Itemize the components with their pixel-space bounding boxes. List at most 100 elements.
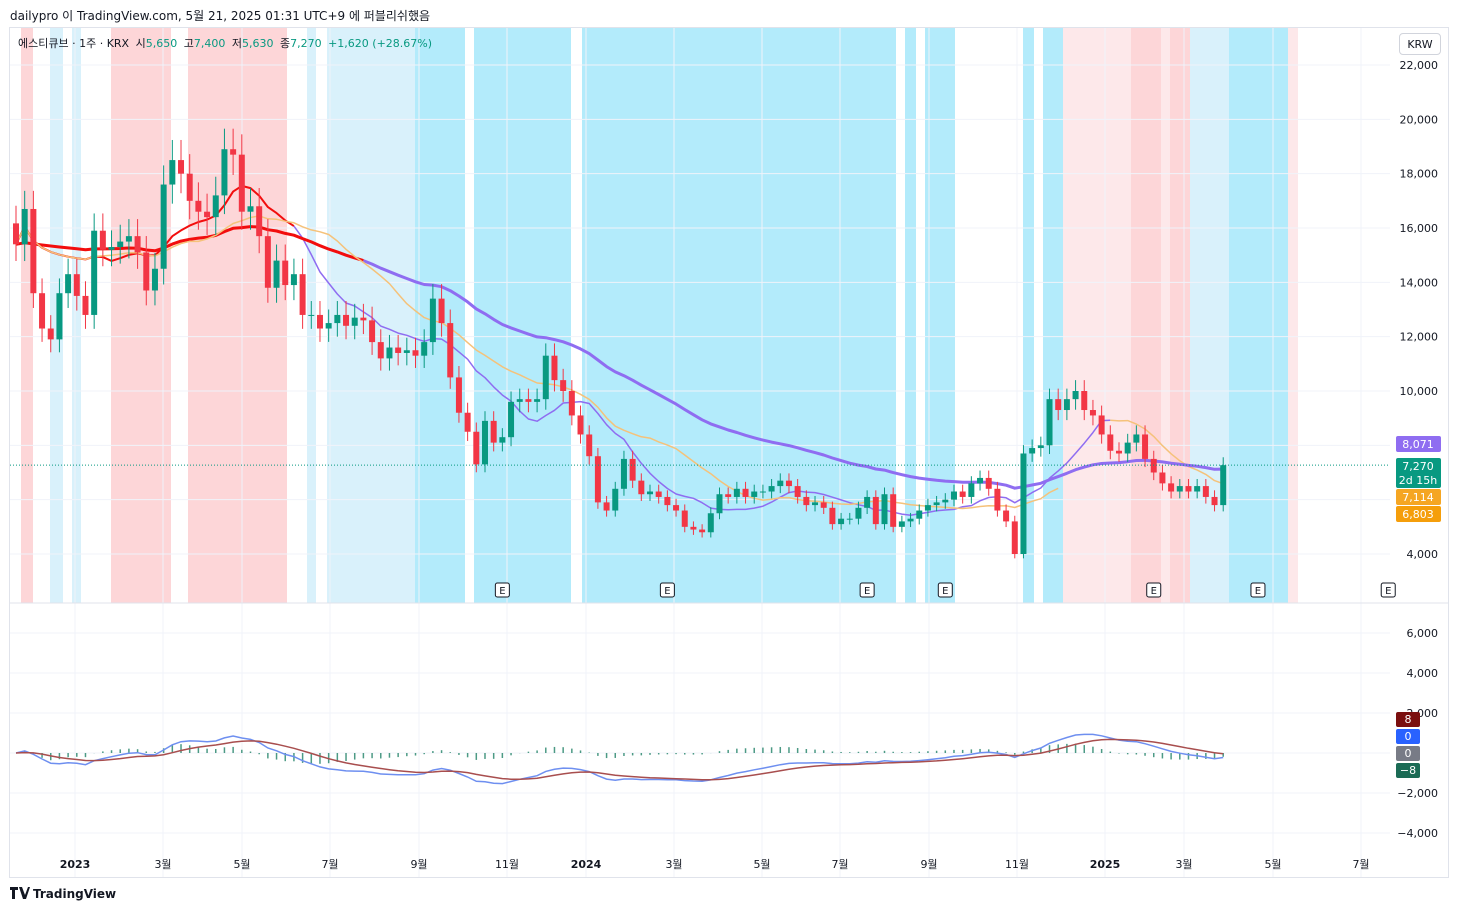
candle-body xyxy=(212,195,219,218)
earnings-marker-label: E xyxy=(942,586,948,597)
candle-body xyxy=(872,496,879,525)
symbol-name: 에스티큐브 · 1주 · KRX xyxy=(18,37,130,50)
candle-body xyxy=(30,208,37,294)
candle-body xyxy=(690,526,697,530)
regime-band xyxy=(1063,28,1131,603)
earnings-marker-box xyxy=(659,582,675,598)
grid-lines xyxy=(10,28,1449,877)
candle-body xyxy=(395,347,402,353)
regime-band xyxy=(1190,28,1229,603)
candle-body xyxy=(21,208,28,245)
candle-body xyxy=(855,507,862,519)
candle-body xyxy=(838,518,845,525)
earnings-markers: EEEEEEEE xyxy=(494,582,1396,598)
time-tick-label: 2025 xyxy=(1090,858,1121,871)
candle-body xyxy=(195,200,202,212)
candle-body xyxy=(247,206,254,212)
candle-body xyxy=(256,206,263,237)
candle-body xyxy=(942,499,949,503)
candle-body xyxy=(351,317,358,326)
macd-value-label-bg xyxy=(1396,763,1420,778)
open-value: 5,650 xyxy=(145,37,178,50)
candle-body xyxy=(160,184,167,269)
regime-band xyxy=(111,28,171,603)
earnings-marker-box xyxy=(937,582,953,598)
candle-body xyxy=(977,477,984,484)
time-tick-label: 5월 xyxy=(753,858,770,871)
ma-slow-red xyxy=(15,225,364,263)
regime-band xyxy=(21,28,33,603)
candle-body xyxy=(629,458,636,481)
candle-body xyxy=(777,480,784,487)
candle-body xyxy=(1185,486,1192,492)
candle-body xyxy=(994,488,1001,511)
candle-body xyxy=(1142,434,1149,459)
candle-body xyxy=(377,342,384,359)
candle-body xyxy=(91,230,98,315)
candle-body xyxy=(499,437,506,443)
open-label: 시 xyxy=(135,37,146,50)
time-tick-label: 5월 xyxy=(1264,858,1281,871)
regime-band xyxy=(1043,28,1063,603)
price-tick-label: 4,000 xyxy=(1407,548,1439,561)
earnings-marker-label: E xyxy=(1385,586,1391,597)
candle-body xyxy=(803,496,810,506)
time-tick-label: 7월 xyxy=(321,858,338,871)
earnings-marker-box xyxy=(1250,582,1266,598)
time-tick-label: 2023 xyxy=(60,858,91,871)
earnings-marker-label: E xyxy=(664,586,670,597)
regime-band xyxy=(1170,28,1190,603)
earnings-marker-label: E xyxy=(1255,586,1261,597)
candlestick-series xyxy=(13,128,1227,559)
ma-mid-label: 6,803 xyxy=(1402,508,1434,521)
macd-tick-label: 6,000 xyxy=(1407,627,1439,640)
candle-body xyxy=(699,529,706,533)
regime-band xyxy=(1023,28,1034,603)
time-tick-label: 5월 xyxy=(233,858,250,871)
candle-body xyxy=(421,342,428,356)
candle-body xyxy=(586,434,593,457)
price-tick-label: 10,000 xyxy=(1400,385,1439,398)
candle-body xyxy=(707,513,714,533)
macd-tick-label: 4,000 xyxy=(1407,667,1439,680)
candle-body xyxy=(1133,434,1140,443)
candle-body xyxy=(655,491,662,497)
macd-line xyxy=(15,733,1224,785)
candle-body xyxy=(56,293,63,340)
candle-body xyxy=(890,494,897,527)
currency-button[interactable]: KRW xyxy=(1399,33,1441,55)
candle-body xyxy=(204,211,211,218)
candle-body xyxy=(907,518,914,522)
candle-body xyxy=(916,510,923,519)
candle-body xyxy=(481,420,488,465)
candle-body xyxy=(186,173,193,201)
chart-frame xyxy=(9,27,1449,878)
regime-band xyxy=(1131,28,1161,603)
candle-body xyxy=(264,236,271,288)
time-tick-label: 9월 xyxy=(410,858,427,871)
candle-body xyxy=(681,510,688,527)
candle-body xyxy=(464,412,471,432)
candle-body xyxy=(134,236,141,253)
close-label: 종 xyxy=(279,37,291,50)
time-axis: 2023 3월 5월 7월 9월 11월 2024 3월 5월 7월 9월 11월 2025 3월 5월 7월 xyxy=(60,858,1370,871)
regime-band xyxy=(905,28,916,603)
candle-body xyxy=(273,260,280,288)
candle-body xyxy=(438,298,445,324)
last-price-label: 2d 15h xyxy=(1399,474,1437,487)
candle-body xyxy=(125,236,132,242)
ma-slow-label: 8,071 xyxy=(1402,438,1434,451)
candle-body xyxy=(1150,458,1157,473)
earnings-marker-label: E xyxy=(1151,586,1157,597)
candle-body xyxy=(560,380,567,391)
candle-body xyxy=(812,502,819,506)
candle-body xyxy=(308,314,315,316)
macd-grid xyxy=(10,632,1390,834)
candle-body xyxy=(1003,510,1010,522)
price-tick-label: 18,000 xyxy=(1400,168,1439,181)
candle-body xyxy=(238,154,245,212)
candle-body xyxy=(282,260,289,286)
candle-body xyxy=(1176,486,1183,492)
